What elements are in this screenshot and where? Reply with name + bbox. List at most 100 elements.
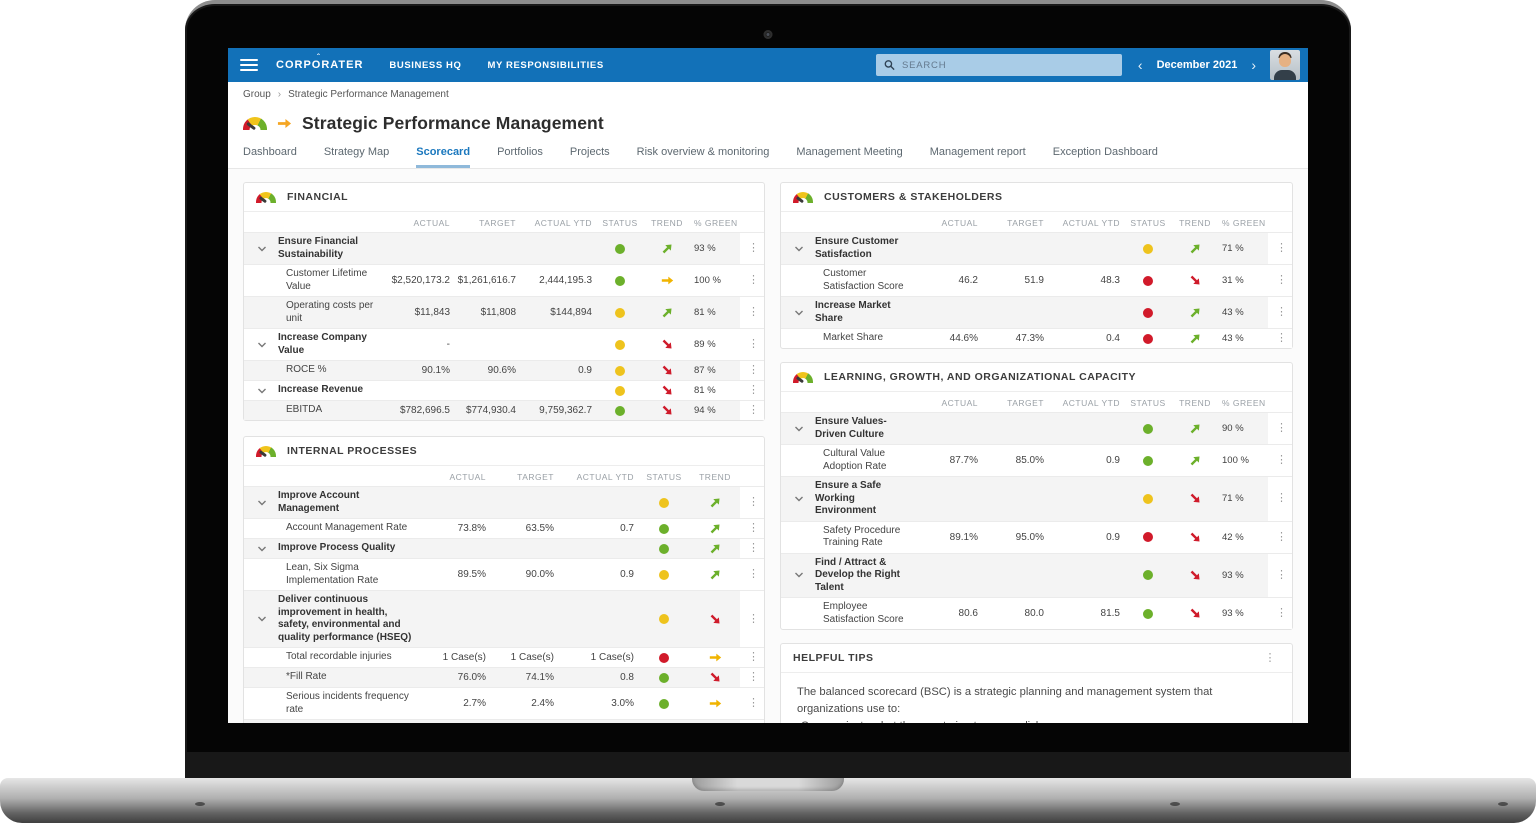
row-menu-button[interactable]: ⋮ — [1276, 274, 1287, 286]
item-name[interactable]: Ensure Customer Satisfaction — [781, 233, 912, 264]
item-name[interactable]: Account Management Rate — [286, 522, 408, 534]
row-menu-button[interactable]: ⋮ — [1276, 454, 1287, 466]
row-menu-button[interactable]: ⋮ — [1276, 530, 1287, 543]
status-dot — [659, 614, 669, 624]
row-menu-button[interactable]: ⋮ — [748, 568, 759, 580]
breadcrumb-group[interactable]: Group — [243, 89, 271, 100]
item-name[interactable]: Total recordable injuries — [286, 651, 392, 663]
search-box[interactable] — [875, 54, 1122, 76]
user-avatar[interactable] — [1270, 50, 1300, 80]
row-menu-button[interactable]: ⋮ — [748, 404, 759, 416]
trend-up-icon — [710, 570, 720, 580]
next-period-button[interactable]: › — [1251, 57, 1256, 73]
row-menu-button[interactable]: ⋮ — [748, 671, 759, 683]
row-menu-button[interactable]: ⋮ — [748, 384, 759, 396]
item-name[interactable]: Increase Company Value — [244, 329, 384, 360]
panel-title: LEARNING, GROWTH, AND ORGANIZATIONAL CAP… — [824, 371, 1137, 383]
column-header: TREND — [651, 217, 683, 228]
tab-strategy-map[interactable]: Strategy Map — [323, 146, 390, 158]
row-menu-button[interactable]: ⋮ — [1276, 242, 1287, 254]
tab-management-meeting[interactable]: Management Meeting — [796, 146, 903, 158]
item-name[interactable]: Ensure a Safe Working Environment — [781, 477, 912, 521]
tab-management-report[interactable]: Management report — [929, 146, 1026, 158]
collapse-chevron-icon[interactable] — [257, 387, 267, 394]
item-name[interactable]: Ensure Values-Driven Culture — [781, 413, 912, 444]
target-value: 90.6% — [487, 365, 516, 376]
item-name[interactable]: Find / Attract & Develop the Right Talen… — [781, 554, 912, 598]
row-menu-button[interactable]: ⋮ — [748, 306, 759, 318]
item-name[interactable]: Increase Revenue — [244, 381, 384, 400]
row-menu-button[interactable]: ⋮ — [1276, 306, 1287, 318]
row-menu-button[interactable]: ⋮ — [748, 612, 759, 625]
row-menu-button[interactable]: ⋮ — [1276, 568, 1287, 581]
tab-projects[interactable]: Projects — [569, 146, 610, 158]
objective-row: Ensure a Safe Working Environment 71 % ⋮ — [781, 476, 1292, 521]
collapse-chevron-icon[interactable] — [794, 309, 804, 316]
item-name[interactable]: Deliver continuous improvement in health… — [244, 591, 418, 647]
collapse-chevron-icon[interactable] — [794, 245, 804, 252]
row-menu-button[interactable]: ⋮ — [748, 651, 759, 663]
collapse-chevron-icon[interactable] — [257, 499, 267, 506]
status-cell — [638, 497, 690, 508]
row-menu-button[interactable]: ⋮ — [748, 274, 759, 286]
hamburger-menu-icon[interactable] — [240, 59, 258, 71]
row-menu-button[interactable]: ⋮ — [748, 496, 759, 508]
row-menu-button[interactable]: ⋮ — [1276, 607, 1287, 619]
helpful-tips-menu-button[interactable]: ⋮ — [1264, 651, 1276, 664]
item-name[interactable]: Customer Satisfaction Score — [823, 268, 904, 292]
nav-business-hq[interactable]: BUSINESS HQ — [389, 59, 462, 71]
item-name[interactable]: Employee Satisfaction Score — [823, 601, 904, 625]
collapse-chevron-icon[interactable] — [794, 572, 804, 579]
item-name[interactable]: Improve Process Quality — [244, 539, 418, 558]
tab-dashboard[interactable]: Dashboard — [243, 146, 297, 158]
item-name[interactable]: Ensure Financial Sustainability — [244, 233, 384, 264]
tab-exception-dashboard[interactable]: Exception Dashboard — [1052, 146, 1158, 158]
item-name[interactable]: Improve Account Management — [244, 487, 418, 518]
previous-period-button[interactable]: ‹ — [1137, 57, 1143, 73]
item-name[interactable]: *Fill Rate — [286, 671, 327, 683]
trend-cell — [644, 338, 690, 351]
item-name[interactable]: Safety Procedure Training Rate — [823, 524, 901, 549]
row-menu-button[interactable]: ⋮ — [748, 697, 759, 709]
item-name[interactable]: Increase Market Share — [781, 297, 912, 328]
search-input[interactable] — [901, 59, 1114, 71]
trend-cell — [690, 613, 740, 626]
item-name[interactable]: HIPO — [244, 720, 418, 723]
collapse-chevron-icon[interactable] — [257, 616, 267, 623]
period-label[interactable]: December 2021 — [1156, 59, 1238, 71]
row-menu-button[interactable]: ⋮ — [1276, 422, 1287, 434]
collapse-chevron-icon[interactable] — [794, 425, 804, 432]
tab-risk-overview-monitoring[interactable]: Risk overview & monitoring — [636, 146, 770, 158]
item-name[interactable]: Serious incidents frequency rate — [286, 691, 409, 715]
corporater-logo[interactable]: CORPORATER ˆ — [276, 53, 364, 71]
collapse-chevron-icon[interactable] — [794, 495, 804, 502]
item-name[interactable]: Customer Lifetime Value — [286, 268, 368, 292]
item-name[interactable]: Lean, Six Sigma Implementation Rate — [286, 562, 379, 586]
collapse-chevron-icon[interactable] — [257, 341, 267, 348]
row-menu-button[interactable]: ⋮ — [1276, 332, 1287, 344]
row-menu-button[interactable]: ⋮ — [748, 242, 759, 254]
item-name[interactable]: Market Share — [823, 332, 884, 344]
row-menu-button[interactable]: ⋮ — [748, 522, 759, 534]
column-header: STATUS — [602, 217, 638, 228]
breadcrumb-current: Strategic Performance Management — [288, 89, 449, 100]
trend-flat-icon — [661, 276, 673, 285]
tab-portfolios[interactable]: Portfolios — [497, 146, 543, 158]
item-name[interactable]: EBITDA — [286, 404, 323, 416]
tab-scorecard[interactable]: Scorecard — [416, 146, 471, 168]
item-name[interactable]: ROCE % — [286, 364, 327, 376]
item-name[interactable]: Operating costs per unit — [286, 300, 374, 324]
green-percent-value: 43 % — [1222, 307, 1244, 318]
status-cell — [1124, 493, 1172, 504]
trend-down-icon — [1190, 493, 1200, 503]
nav-my-responsibilities[interactable]: MY RESPONSIBILITIES — [487, 59, 604, 71]
row-menu-button[interactable]: ⋮ — [748, 364, 759, 376]
row-menu-button[interactable]: ⋮ — [748, 542, 759, 554]
item-name[interactable]: Cultural Value Adoption Rate — [823, 448, 887, 472]
collapse-chevron-icon[interactable] — [257, 545, 267, 552]
row-menu-button[interactable]: ⋮ — [748, 338, 759, 350]
collapse-chevron-icon[interactable] — [257, 245, 267, 252]
panel-title: FINANCIAL — [287, 191, 349, 203]
trend-cell — [690, 651, 740, 664]
row-menu-button[interactable]: ⋮ — [1276, 492, 1287, 505]
